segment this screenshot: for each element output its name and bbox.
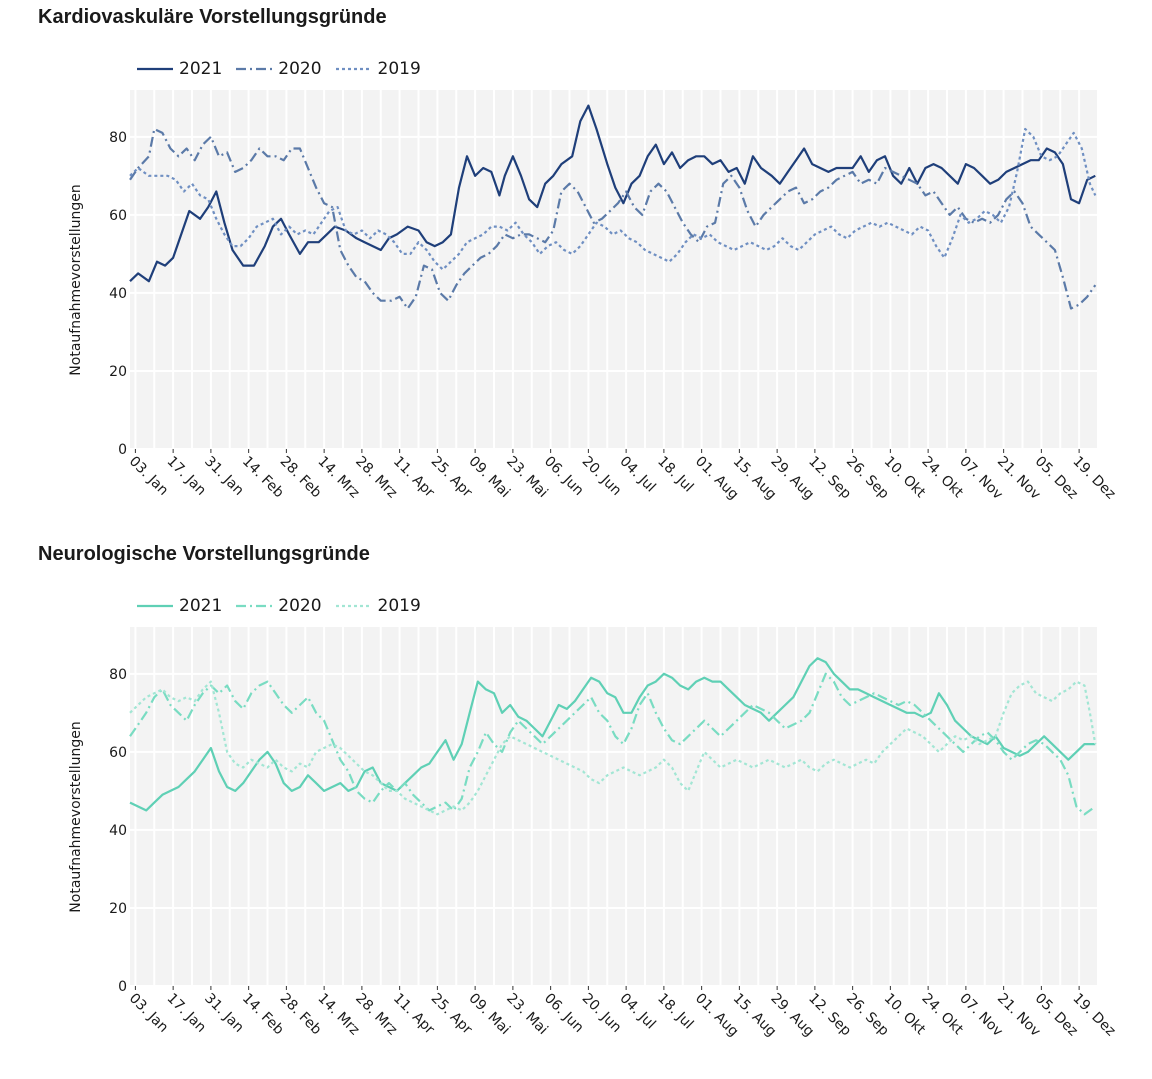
x-tick-label: 31. Jan — [201, 453, 246, 498]
legend-swatch-2021 — [137, 600, 173, 612]
plot-area — [129, 90, 1099, 450]
y-tick-label: 40 — [109, 823, 127, 839]
x-tick-label: 18. Jul — [654, 990, 696, 1032]
y-tick-label: 60 — [109, 745, 127, 761]
chart-plot-neurological: Notaufnahmevorstellungen 0 20 40 60 80 03. Ja… — [68, 627, 1119, 1040]
legend-label-2019: 2019 — [377, 596, 421, 616]
plot-background — [130, 627, 1098, 986]
chart-plot-cardiovascular: Notaufnahmevorstellungen 0 20 40 60 80 03. Ja… — [68, 90, 1119, 503]
chart-legend: 2021 2020 2019 — [137, 594, 435, 618]
legend-item-2019[interactable]: 2019 — [335, 59, 421, 79]
x-tick-label: 03. Jan — [126, 990, 171, 1035]
legend-item-2021[interactable]: 2021 — [137, 596, 222, 616]
series-line-2019[interactable] — [129, 680, 1097, 816]
y-tick-label: 0 — [118, 442, 127, 458]
legend-label-2020: 2020 — [278, 596, 322, 616]
y-tick-label: 80 — [109, 130, 127, 146]
chart-title: Neurologische Vorstellungsgründe — [38, 543, 370, 565]
series-line-2019[interactable] — [129, 127, 1097, 271]
y-tick-label: 60 — [109, 208, 127, 224]
series-line-2020[interactable] — [129, 127, 1097, 310]
legend-label-2020: 2020 — [278, 59, 322, 79]
legend-item-2019[interactable]: 2019 — [335, 596, 421, 616]
plot-background — [130, 90, 1098, 449]
x-tick-label: 11. Apr — [390, 453, 438, 501]
y-tick-label: 40 — [109, 286, 127, 302]
x-tick-label: 20. Jun — [579, 453, 625, 499]
x-tick-label: 23. Mai — [503, 990, 551, 1038]
legend-item-2020[interactable]: 2020 — [236, 59, 322, 79]
chart-title: Kardiovaskuläre Vorstellungsgründe — [38, 6, 387, 28]
legend-label-2021: 2021 — [179, 59, 223, 79]
x-tick-label: 17. Jan — [163, 453, 208, 498]
x-tick-label: 03. Jan — [126, 453, 171, 498]
legend-swatch-2019 — [335, 600, 372, 612]
series-line-2020[interactable] — [129, 672, 1096, 816]
legend-swatch-2020 — [236, 600, 273, 612]
y-tick-label: 20 — [109, 364, 127, 380]
x-tick-label: 20. Jun — [579, 990, 625, 1036]
legend-item-2020[interactable]: 2020 — [236, 596, 322, 616]
series-line-2021[interactable] — [129, 657, 1096, 812]
legend-swatch-2020 — [236, 63, 273, 75]
y-tick-label: 20 — [109, 901, 127, 917]
y-axis-title: Notaufnahmevorstellungen — [68, 721, 84, 912]
chart-legend: 2021 2020 2019 — [137, 57, 435, 81]
x-tick-label: 23. Mai — [503, 453, 551, 501]
x-tick-label: 31. Jan — [201, 990, 246, 1035]
legend-label-2019: 2019 — [377, 59, 421, 79]
legend-item-2021[interactable]: 2021 — [137, 59, 222, 79]
x-tick-label: 18. Jul — [654, 453, 696, 495]
x-tick-label: 11. Apr — [390, 990, 438, 1038]
legend-swatch-2021 — [137, 63, 173, 75]
legend-label-2021: 2021 — [179, 596, 223, 616]
x-tick-label: 25. Apr — [428, 453, 476, 501]
plot-area — [129, 627, 1099, 987]
y-axis-title: Notaufnahmevorstellungen — [68, 184, 84, 375]
x-tick-label: 09. Mai — [465, 990, 513, 1038]
chart-panel-cardiovascular: Kardiovaskuläre Vorstellungsgründe 2021 … — [0, 0, 1152, 530]
x-tick-label: 09. Mai — [465, 453, 513, 501]
x-tick-label: 25. Apr — [428, 990, 476, 1038]
chart-panel-neurological: Neurologische Vorstellungsgründe 2021 20… — [0, 537, 1152, 1067]
x-tick-label: 17. Jan — [163, 990, 208, 1035]
legend-swatch-2019 — [335, 63, 372, 75]
y-tick-label: 0 — [118, 979, 127, 995]
y-tick-label: 80 — [109, 667, 127, 683]
